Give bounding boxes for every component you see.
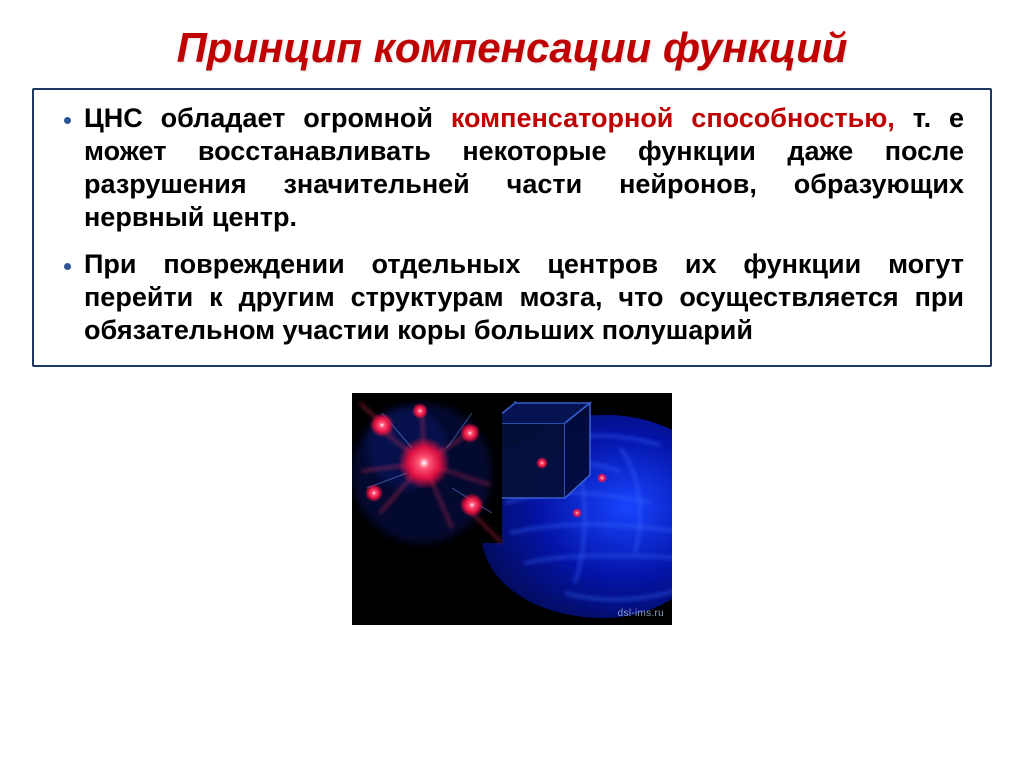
bullet-list: ЦНС обладает огромной компенсаторной спо… — [56, 102, 968, 347]
bullet-text-highlight: компенсаторной способностью, — [451, 103, 895, 133]
slide: Принцип компенсации функций ЦНС обладает… — [0, 0, 1024, 767]
list-item: При повреждении отдельных центров их фун… — [84, 248, 968, 347]
bullet-text-pre: ЦНС обладает огромной — [84, 103, 451, 133]
image-watermark: dsl-ims.ru — [618, 608, 664, 619]
slide-title: Принцип компенсации функций — [32, 24, 992, 72]
bullet-text-pre: При повреждении отдельных центров их фун… — [84, 249, 964, 345]
list-item: ЦНС обладает огромной компенсаторной спо… — [84, 102, 968, 234]
brain-neuron-image: dsl-ims.ru — [352, 393, 672, 625]
image-container: dsl-ims.ru — [32, 393, 992, 630]
content-box: ЦНС обладает огромной компенсаторной спо… — [32, 88, 992, 367]
